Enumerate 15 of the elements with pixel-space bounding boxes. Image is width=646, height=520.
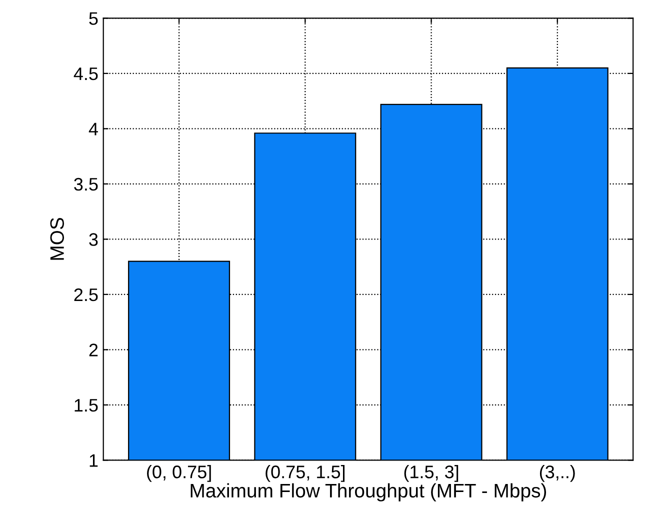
y-tick-label: 3.5	[74, 178, 98, 191]
y-tick-label: 5	[89, 12, 98, 25]
y-tick-label: 4	[88, 122, 98, 136]
y-tick-label: 1.5	[74, 399, 98, 412]
x-tick-label: (1.5, 3]	[404, 465, 458, 482]
y-tick-label: 2.5	[74, 288, 98, 302]
y-tick-label: 2	[89, 344, 98, 356]
x-tick-label: (3,..)	[540, 465, 575, 482]
x-tick-label: (0, 0.75]	[147, 465, 211, 482]
y-axis-title: MOS	[50, 218, 64, 260]
y-tick-label: 4.5	[74, 68, 98, 80]
x-tick-label: (0.75, 1.5]	[266, 465, 345, 482]
y-tick-label: 3	[89, 233, 98, 246]
y-tick-label: 1	[90, 454, 98, 467]
x-axis-title: Maximum Flow Throughput (MFT - Mbps)	[190, 483, 546, 502]
